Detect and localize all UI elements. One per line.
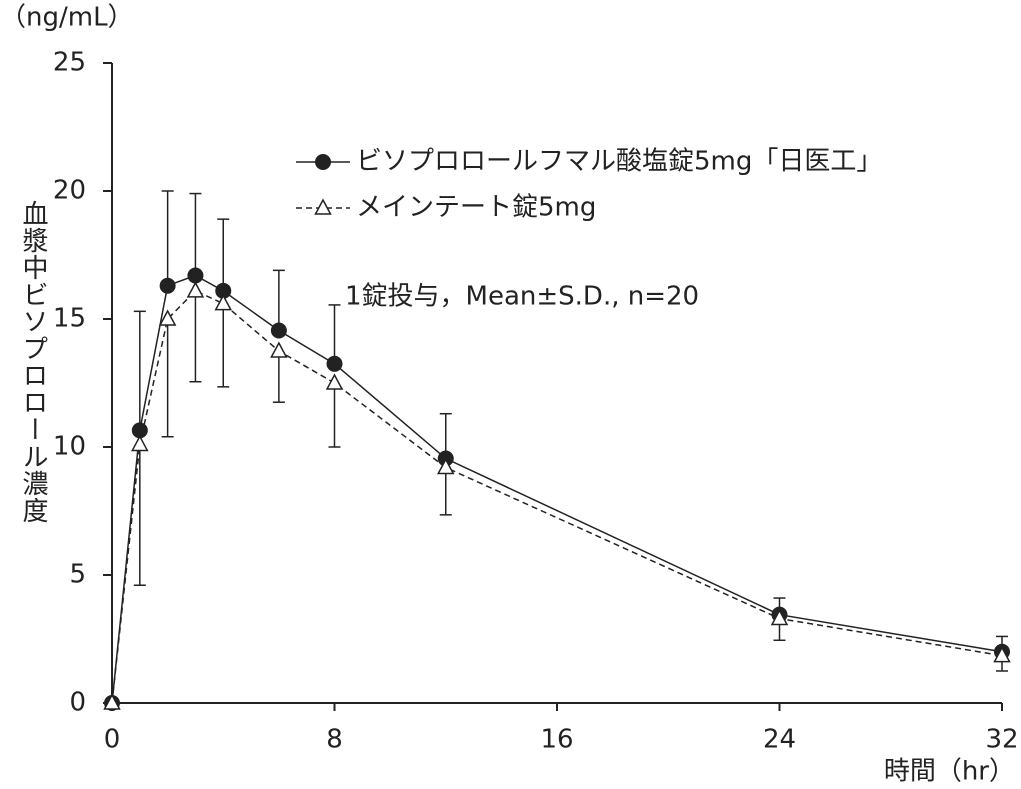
y-tick-label: 20 <box>53 176 86 206</box>
data-point <box>993 646 1011 663</box>
data-point <box>215 282 232 299</box>
data-point <box>131 422 148 439</box>
data-point <box>770 608 789 626</box>
series-line <box>111 274 1003 704</box>
data-point <box>270 341 288 358</box>
data-point <box>131 434 149 452</box>
x-axis-label: 時間（hr） <box>884 757 1015 787</box>
data-point <box>270 322 287 339</box>
data-point <box>186 281 205 298</box>
y-unit: （ng/mL） <box>0 3 134 33</box>
legend-marker <box>315 154 331 170</box>
legend-label: ビソプロロールフマル酸塩錠5mg「日医工」 <box>356 147 882 177</box>
data-point <box>436 457 455 475</box>
y-axis-label: 血漿中ビソプロロール濃度 <box>18 200 48 524</box>
legend-marker <box>314 198 332 215</box>
data-point <box>159 277 176 294</box>
data-point <box>326 355 343 372</box>
data-point <box>214 294 233 311</box>
x-tick-label: 32 <box>985 725 1018 755</box>
x-tick-label: 8 <box>326 725 343 755</box>
legend-label: メインテート錠5mg <box>356 193 596 223</box>
y-tick-label: 0 <box>69 688 86 718</box>
annotation: 1錠投与，Mean±S.D., n=20 <box>345 282 699 312</box>
data-point <box>187 267 204 284</box>
data-point <box>158 309 177 326</box>
y-tick-label: 25 <box>53 48 86 78</box>
x-tick-label: 16 <box>540 725 573 755</box>
data-point <box>103 693 121 710</box>
x-tick-label: 24 <box>763 725 796 755</box>
series-line <box>111 289 1003 704</box>
y-tick-label: 10 <box>53 432 86 462</box>
y-tick-label: 5 <box>69 560 86 590</box>
data-point <box>325 373 344 390</box>
x-tick-label: 0 <box>104 725 121 755</box>
y-tick-label: 15 <box>53 304 86 334</box>
